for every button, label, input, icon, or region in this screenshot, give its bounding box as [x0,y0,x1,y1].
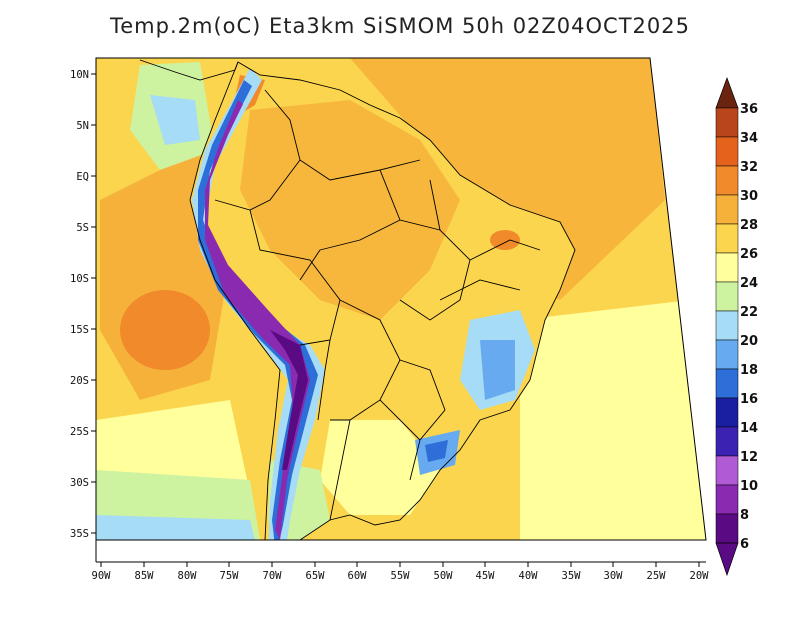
colorbar-label: 10 [740,479,758,494]
colorbar-swatch [715,455,739,486]
lat-label: 35S [70,528,89,540]
lat-label: 5S [76,222,89,234]
colorbar-swatch [715,397,739,428]
lat-label: 20S [70,375,89,387]
lon-label: 20W [690,570,710,582]
south-pacific-cold [96,515,255,540]
colorbar-swatch [715,484,739,515]
lon-label: 45W [476,570,496,582]
southern-cone-mild [320,420,440,515]
pacific-nw-cold [150,95,200,145]
lon-label: 40W [519,570,539,582]
colorbar-bottom-arrow [715,542,739,577]
colorbar: 36 34 32 30 28 26 24 22 20 18 16 14 12 1… [715,76,758,577]
lon-label: 60W [348,570,368,582]
lon-label: 50W [434,570,454,582]
lon-label: 30W [604,570,624,582]
colorbar-swatch [715,310,739,341]
colorbar-label: 34 [740,131,758,146]
colorbar-swatch [715,281,739,312]
south-brazil-coldest [425,440,448,462]
colorbar-label: 22 [740,305,758,320]
lat-label: EQ [76,171,89,183]
central-america-coast [139,59,239,81]
lon-label: 70W [263,570,283,582]
lat-label: 15S [70,324,89,336]
amazon-warm-area [240,100,460,320]
longitude-axis: 90W 85W 80W 75W 70W 65W 60W 55W 50W 45W … [92,562,710,582]
map-title: Temp.2m(oC) Eta3km SiSMOM 50h 02Z04OCT20… [110,14,690,38]
colorbar-label: 18 [740,363,758,378]
lon-label: 65W [306,570,326,582]
colorbar-label: 36 [740,102,758,117]
colorbar-label: 14 [740,421,758,436]
latitude-axis: 10N 5N EQ 5S 10S 15S 20S 25S 30S 35S [70,69,96,540]
colorbar-label: 26 [740,247,758,262]
colorbar-swatch [715,194,739,225]
colorbar-swatch [715,426,739,457]
colorbar-top-arrow [715,76,739,109]
se-brazil-colder [480,340,515,400]
lon-label: 35W [562,570,582,582]
colorbar-label: 28 [740,218,758,233]
colorbar-swatch [715,107,739,138]
colorbar-label: 6 [740,537,749,552]
northeast-hot-spot [490,230,520,250]
lat-label: 25S [70,426,89,438]
altiplano-coldest [270,330,308,470]
pacific-hot-spot [120,290,210,370]
lon-label: 55W [391,570,411,582]
colorbar-label: 12 [740,450,758,465]
lon-label: 85W [135,570,155,582]
lat-label: 10S [70,273,89,285]
lon-label: 90W [92,570,112,582]
colorbar-label: 24 [740,276,758,291]
colorbar-swatch [715,223,739,254]
lat-label: 10N [70,69,89,81]
lon-label: 25W [647,570,667,582]
south-atlantic-mild [520,300,706,540]
colorbar-swatch [715,339,739,370]
colorbar-label: 8 [740,508,749,523]
colorbar-swatch [715,513,739,544]
colorbar-swatch [715,252,739,283]
colorbar-swatch [715,136,739,167]
lon-label: 80W [178,570,198,582]
colorbar-swatch [715,368,739,399]
andes-very-cold-band [205,100,310,540]
colorbar-label: 16 [740,392,758,407]
lat-label: 5N [76,120,89,132]
atlantic-warm-band [350,58,665,300]
colorbar-swatch [715,165,739,196]
colorbar-label: 20 [740,334,758,349]
country-boundaries [189,61,576,540]
lat-label: 30S [70,477,89,489]
colorbar-label: 32 [740,160,758,175]
colorbar-label: 30 [740,189,758,204]
temperature-field [96,58,706,540]
lon-label: 75W [220,570,240,582]
